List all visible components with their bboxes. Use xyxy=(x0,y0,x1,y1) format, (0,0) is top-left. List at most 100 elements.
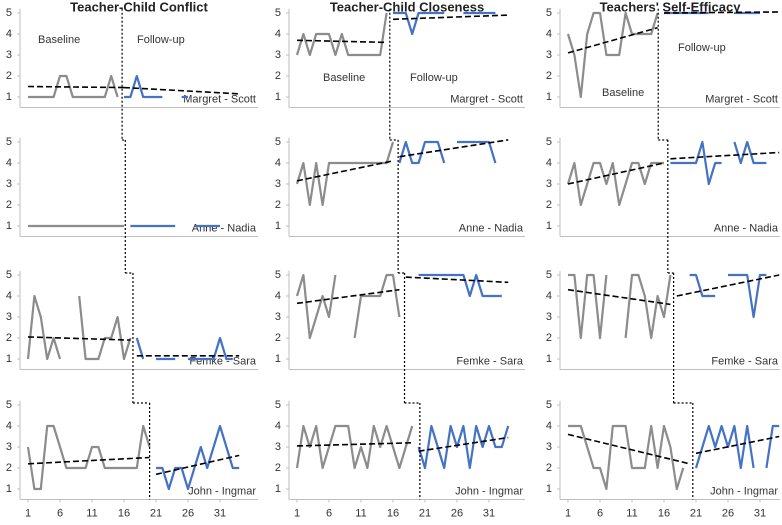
pair-label: Femke - Sara xyxy=(189,355,257,367)
x-tick-label: 21 xyxy=(690,507,702,519)
pair-label: John - Ingmar xyxy=(188,485,256,497)
y-tick-label: 5 xyxy=(546,136,552,148)
trend-line xyxy=(405,276,509,284)
trend-line xyxy=(695,435,780,455)
y-tick-label: 2 xyxy=(6,462,12,474)
x-tick-label: 1 xyxy=(565,507,571,519)
trend-line xyxy=(676,274,780,297)
data-line xyxy=(156,424,240,491)
y-tick-label: 5 xyxy=(275,136,281,148)
trend-line xyxy=(123,86,240,95)
y-tick-label: 1 xyxy=(275,483,281,495)
y-tick-label: 3 xyxy=(546,311,552,323)
data-line xyxy=(124,74,188,99)
y-tick-label: 2 xyxy=(546,462,552,474)
y-tick-label: 2 xyxy=(275,332,281,344)
y-tick-label: 5 xyxy=(6,7,12,19)
y-tick-label: 2 xyxy=(546,332,552,344)
y-tick-label: 5 xyxy=(275,7,281,19)
trend-line xyxy=(392,14,509,21)
data-line xyxy=(393,11,496,36)
data-line xyxy=(398,140,497,165)
y-tick-label: 4 xyxy=(6,420,12,432)
y-tick-label: 1 xyxy=(6,483,12,495)
y-tick-label: 1 xyxy=(546,220,552,232)
data-line xyxy=(568,273,672,340)
data-line xyxy=(689,273,767,319)
x-tick-label: 31 xyxy=(754,507,766,519)
data-line xyxy=(28,74,119,99)
y-tick-label: 4 xyxy=(546,420,552,432)
y-tick-label: 5 xyxy=(275,269,281,281)
pair-label: Margret - Scott xyxy=(705,93,778,105)
y-tick-label: 2 xyxy=(546,199,552,211)
panel-title: Teacher-Child Conflict xyxy=(70,0,208,14)
y-tick-label: 2 xyxy=(275,462,281,474)
phase-label: Baseline xyxy=(323,72,365,84)
y-tick-label: 2 xyxy=(275,199,281,211)
y-tick-label: 1 xyxy=(6,353,12,365)
y-tick-label: 3 xyxy=(6,178,12,190)
trend-line xyxy=(27,85,125,89)
pair-label: Femke - Sara xyxy=(711,355,779,367)
y-tick-label: 5 xyxy=(546,399,552,411)
y-tick-label: 5 xyxy=(6,399,12,411)
data-line xyxy=(418,273,502,298)
y-tick-label: 3 xyxy=(546,441,552,453)
phase-label: Follow-up xyxy=(137,34,185,46)
x-tick-label: 26 xyxy=(722,507,734,519)
x-tick-label: 21 xyxy=(150,507,162,519)
y-tick-label: 3 xyxy=(275,311,281,323)
y-tick-label: 1 xyxy=(275,353,281,365)
y-tick-label: 3 xyxy=(546,178,552,190)
data-line xyxy=(295,424,414,470)
y-tick-label: 4 xyxy=(275,28,281,40)
phase-label: Follow-up xyxy=(678,42,726,54)
x-tick-label: 11 xyxy=(355,507,366,519)
phase-label: Baseline xyxy=(38,34,80,46)
data-line xyxy=(670,140,767,186)
trend-line xyxy=(567,162,665,185)
x-tick-label: 16 xyxy=(658,507,670,519)
x-tick-label: 21 xyxy=(419,507,431,519)
y-tick-label: 4 xyxy=(6,290,12,302)
y-tick-label: 4 xyxy=(275,420,281,432)
trend-line xyxy=(296,160,394,182)
y-tick-label: 3 xyxy=(546,49,552,61)
data-line xyxy=(295,141,395,207)
phase-label: Baseline xyxy=(602,87,644,99)
y-tick-label: 1 xyxy=(546,353,552,365)
y-tick-label: 4 xyxy=(546,290,552,302)
x-tick-label: 1 xyxy=(294,507,300,519)
y-tick-label: 4 xyxy=(275,157,281,169)
x-tick-label: 31 xyxy=(483,507,495,519)
data-line xyxy=(694,424,780,470)
pair-label: Anne - Nadia xyxy=(459,222,524,234)
x-tick-label: 31 xyxy=(214,507,226,519)
trend-line xyxy=(296,442,413,447)
trend-line xyxy=(663,11,780,14)
y-tick-label: 3 xyxy=(275,49,281,61)
y-tick-label: 3 xyxy=(275,178,281,190)
data-line xyxy=(26,424,151,491)
y-tick-label: 5 xyxy=(6,269,12,281)
y-tick-label: 1 xyxy=(275,91,281,103)
y-tick-label: 4 xyxy=(6,157,12,169)
phase-label: Follow-up xyxy=(410,72,458,84)
panel-title: Teachers' Self-Efficacy xyxy=(600,0,742,14)
y-tick-label: 4 xyxy=(275,290,281,302)
trend-line xyxy=(418,436,509,452)
pair-label: John - Ingmar xyxy=(710,485,778,497)
pair-label: Margret - Scott xyxy=(450,93,523,105)
data-line xyxy=(566,161,664,207)
y-tick-label: 3 xyxy=(6,49,12,61)
y-tick-label: 1 xyxy=(275,220,281,232)
y-tick-label: 2 xyxy=(546,70,552,82)
trend-line xyxy=(155,454,240,476)
trend-line xyxy=(27,456,150,465)
x-tick-label: 6 xyxy=(57,507,63,519)
y-tick-label: 2 xyxy=(6,70,12,82)
y-tick-label: 5 xyxy=(546,7,552,19)
y-tick-label: 1 xyxy=(546,483,552,495)
y-tick-label: 2 xyxy=(6,199,12,211)
